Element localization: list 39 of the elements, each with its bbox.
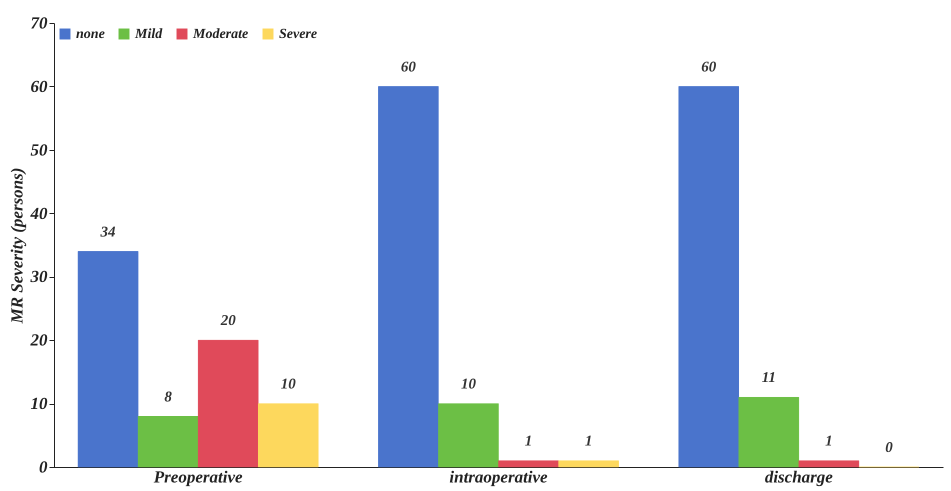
bar bbox=[258, 403, 319, 468]
data-label: 10 bbox=[280, 376, 296, 393]
data-label: 0 bbox=[885, 440, 894, 456]
y-tick-label: 20 bbox=[30, 330, 48, 350]
y-tick-label: 10 bbox=[30, 394, 48, 414]
x-tick-label: intraoperative bbox=[449, 468, 548, 486]
bar bbox=[558, 460, 619, 468]
bar bbox=[378, 86, 439, 468]
data-label: 34 bbox=[100, 224, 116, 240]
y-tick-label: 0 bbox=[39, 458, 48, 476]
bar bbox=[138, 416, 198, 468]
x-tick-label: discharge bbox=[764, 468, 834, 486]
legend-label: none bbox=[76, 27, 105, 42]
data-label: 1 bbox=[524, 434, 532, 450]
legend-label: Severe bbox=[279, 27, 318, 42]
bar bbox=[198, 340, 258, 468]
bar bbox=[438, 403, 499, 468]
bar bbox=[678, 86, 740, 468]
bar bbox=[798, 460, 860, 468]
y-axis-title: MR Severity (persons) bbox=[8, 168, 26, 324]
y-tick-label: 70 bbox=[30, 14, 48, 32]
x-tick-label: Preoperative bbox=[152, 468, 243, 486]
legend-label: Moderate bbox=[192, 27, 248, 42]
data-label: 1 bbox=[825, 434, 833, 450]
data-label: 10 bbox=[460, 376, 476, 393]
data-label: 60 bbox=[701, 59, 717, 76]
y-tick-label: 40 bbox=[30, 204, 48, 223]
legend-label: Mild bbox=[134, 27, 164, 42]
data-label: 20 bbox=[220, 313, 236, 330]
bar bbox=[738, 396, 800, 468]
y-tick-label: 30 bbox=[30, 267, 48, 286]
data-label: 8 bbox=[164, 389, 172, 406]
bar bbox=[498, 460, 559, 468]
data-label: 1 bbox=[584, 434, 592, 450]
y-tick-label: 60 bbox=[30, 76, 48, 96]
bar bbox=[78, 251, 138, 468]
data-label: 11 bbox=[762, 370, 776, 386]
data-label: 60 bbox=[400, 59, 416, 76]
y-tick-label: 50 bbox=[30, 140, 48, 160]
